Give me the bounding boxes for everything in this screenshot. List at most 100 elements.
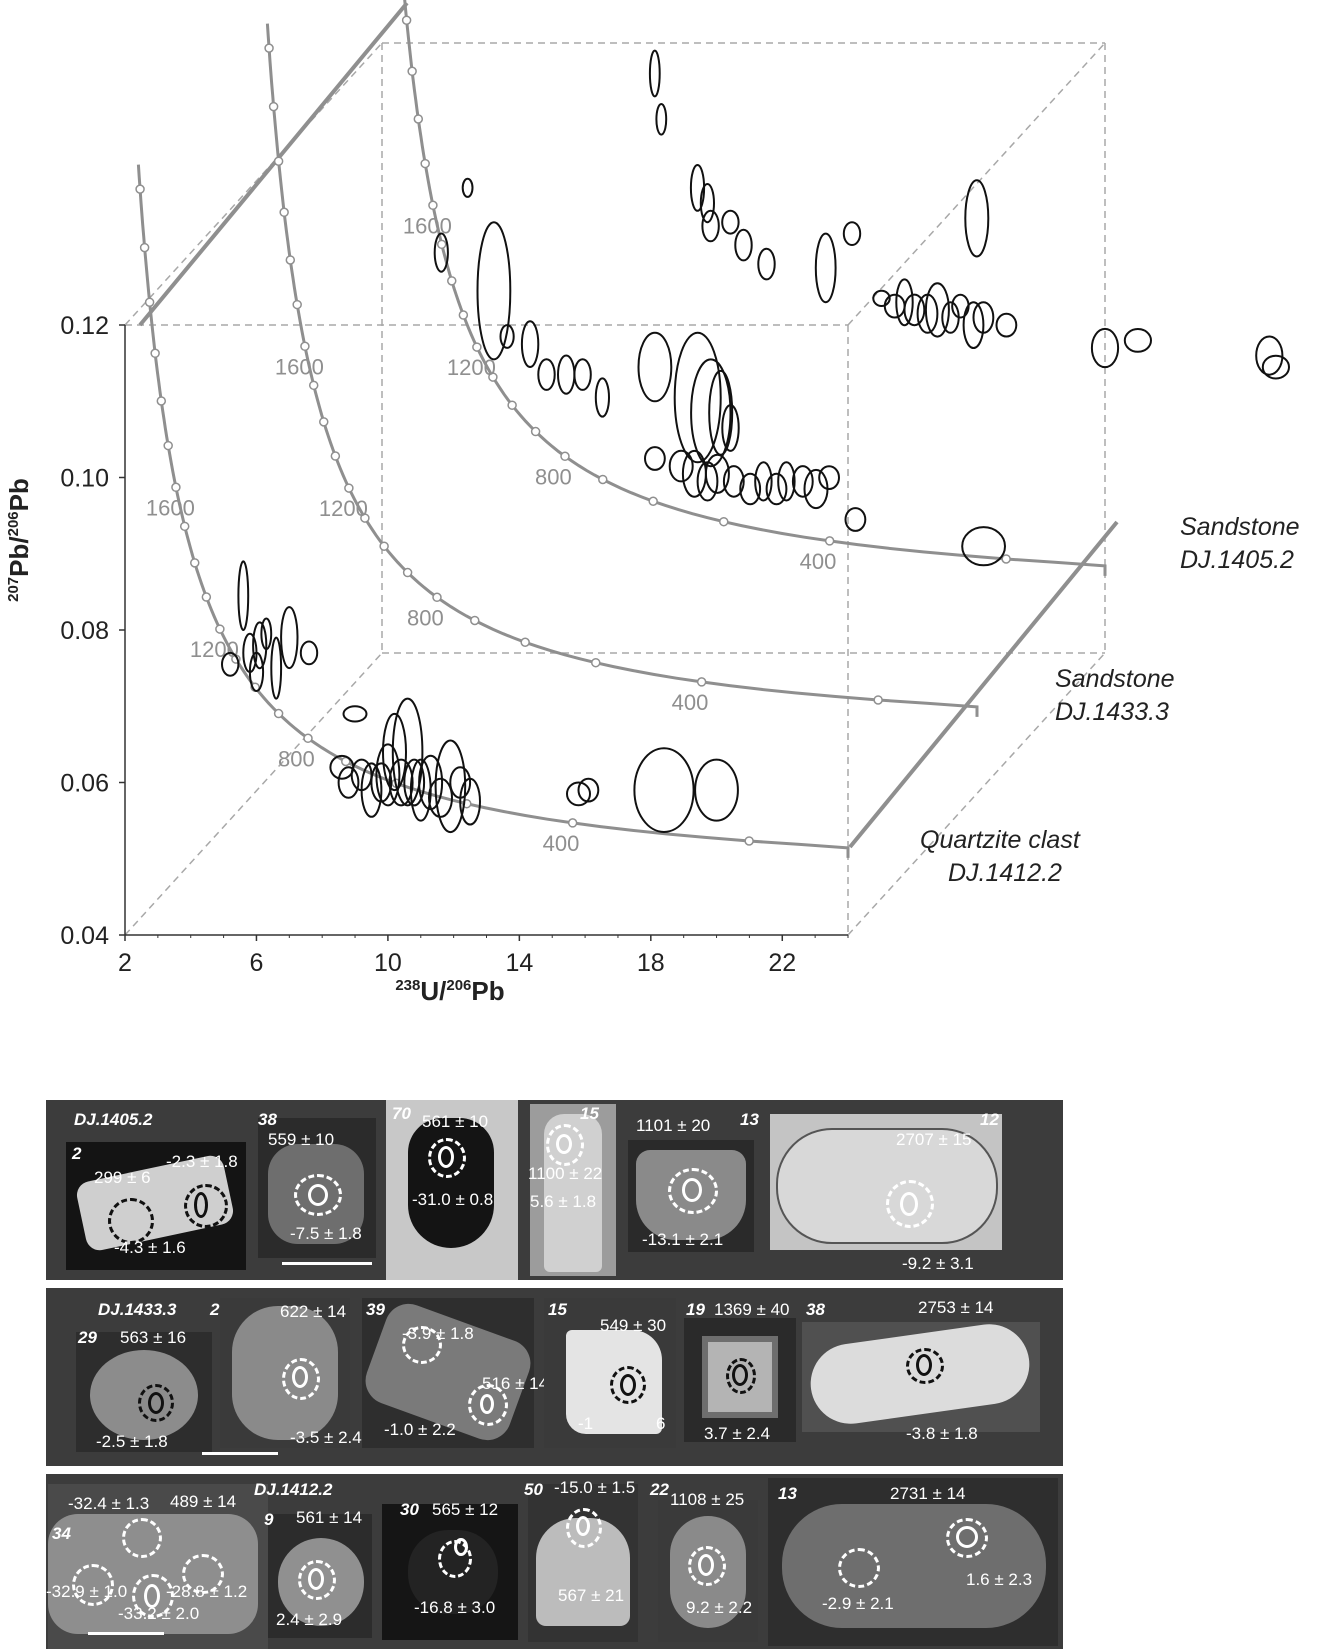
concordia-age-marker xyxy=(215,624,225,634)
grain-number: 9 xyxy=(264,1510,274,1529)
concordia-end-connector xyxy=(848,520,1119,849)
grain-age-label: 565 ± 12 xyxy=(432,1500,499,1519)
series-label-1405-line2: DJ.1405.2 xyxy=(1180,546,1294,574)
scale-bar xyxy=(202,1452,278,1455)
data-ellipse xyxy=(520,320,540,369)
grain-hf-label: -2.3 ± 1.8 xyxy=(166,1152,238,1171)
concordia-age-marker xyxy=(560,451,570,462)
data-ellipse xyxy=(557,354,576,395)
grain-number: 15 xyxy=(580,1104,599,1123)
grain-image xyxy=(628,1140,754,1252)
analysis-spot-ring xyxy=(108,1198,154,1244)
data-ellipse xyxy=(961,526,1006,567)
concordia-age-marker xyxy=(273,156,284,166)
data-ellipse xyxy=(566,781,591,807)
concordia-age-marker xyxy=(470,615,480,626)
analysis-spot-ring xyxy=(546,1124,584,1166)
data-ellipse xyxy=(668,449,694,483)
analysis-spot-ring xyxy=(138,1384,174,1422)
grain-age-label: 1108 ± 25 xyxy=(670,1490,745,1509)
concordia-age-marker xyxy=(360,513,370,523)
y-tick-label: 0.04 xyxy=(60,922,109,950)
y-axis-base2: Pb xyxy=(4,478,34,511)
depth-top-right-edge xyxy=(847,42,1106,326)
grain-hf-label: -9.2 ± 3.1 xyxy=(902,1254,974,1273)
data-ellipse xyxy=(972,301,995,334)
grain-hf-label: 3.7 ± 2.4 xyxy=(704,1424,771,1443)
data-ellipse xyxy=(721,404,740,452)
data-ellipse xyxy=(924,282,950,338)
concordia-age-marker xyxy=(719,516,729,527)
x-axis-base2: Pb xyxy=(471,976,504,1006)
grain-age-label: 489 ± 14 xyxy=(170,1492,237,1511)
analysis-spot xyxy=(454,1538,468,1556)
analysis-spot-ring xyxy=(946,1518,988,1558)
grain-image xyxy=(770,1114,1002,1250)
concordia-curve xyxy=(403,0,1107,576)
analysis-spot xyxy=(556,1134,572,1154)
analysis-spot-ring xyxy=(886,1180,934,1228)
data-ellipse xyxy=(903,293,926,327)
concordia-age-marker xyxy=(530,426,541,437)
data-ellipse xyxy=(375,743,401,807)
y-axis-sup1: 207 xyxy=(5,577,22,602)
concordia-age-marker xyxy=(150,348,160,359)
data-ellipse xyxy=(765,472,788,506)
concordia-age-marker xyxy=(591,657,601,668)
data-ellipse xyxy=(573,358,592,391)
concordia-curves: 1600120080040016001200800400160012008004… xyxy=(135,0,1107,858)
data-ellipse xyxy=(704,453,730,494)
grain-hf-label: -2.9 ± 2.1 xyxy=(822,1594,894,1613)
data-ellipse xyxy=(734,228,753,262)
x-tick-label: 22 xyxy=(768,949,796,977)
analysis-spot-ring xyxy=(906,1348,944,1384)
concordia-age-marker xyxy=(303,733,313,744)
analysis-spot xyxy=(732,1364,748,1386)
concordia-age-marker xyxy=(1001,554,1011,564)
data-ellipse xyxy=(644,446,666,471)
data-ellipse xyxy=(941,301,960,334)
grain-age-label: 563 ± 16 xyxy=(120,1328,187,1347)
data-ellipse xyxy=(962,301,985,350)
concordia-age-marker xyxy=(285,255,296,265)
grain-age-label: 1101 ± 20 xyxy=(636,1116,711,1135)
y-tick-label: 0.10 xyxy=(60,465,109,493)
concordia-age-marker xyxy=(292,299,302,310)
concordia-age-label: 400 xyxy=(800,549,837,574)
data-ellipse xyxy=(342,705,368,723)
grain-hf-label: 2.4 ± 2.9 xyxy=(276,1610,343,1629)
concordia-age-marker xyxy=(520,637,530,648)
concordia-age-label: 1600 xyxy=(146,495,195,520)
grain-number: 70 xyxy=(392,1104,411,1123)
analysis-spot-ring xyxy=(610,1366,646,1404)
data-ellipse xyxy=(252,621,268,670)
concordia-age-marker xyxy=(144,297,155,307)
concordia-age-label: 1200 xyxy=(190,637,239,662)
concordia-age-label: 1600 xyxy=(275,354,324,379)
data-ellipse xyxy=(844,507,867,532)
concordia-age-label: 400 xyxy=(672,690,709,715)
concordia-age-marker xyxy=(268,101,279,112)
concordia-age-marker xyxy=(264,43,274,53)
analysis-spot xyxy=(900,1192,918,1216)
cl-image-panel-1433: DJ.1433.3 29 563 ± 16 -2.5 ± 1.8 2 622 ±… xyxy=(46,1288,1063,1466)
grain-number: 2 xyxy=(72,1144,82,1163)
grain-number: 22 xyxy=(650,1480,669,1499)
concordia-age-marker xyxy=(330,451,341,461)
data-ellipse xyxy=(391,697,424,807)
data-ellipse xyxy=(895,278,914,327)
grain-number: 13 xyxy=(778,1484,797,1503)
depth-bottom-right-edge xyxy=(847,652,1106,936)
concordia-age-label: 800 xyxy=(535,464,572,489)
data-ellipse xyxy=(633,747,695,833)
data-ellipse xyxy=(1255,335,1284,376)
data-ellipses xyxy=(221,49,1291,834)
concordia-age-marker xyxy=(472,342,482,352)
concordia-age-label: 400 xyxy=(543,831,580,856)
concordia-age-marker xyxy=(436,239,447,250)
grain-hf-label: -3.9 ± 1.8 xyxy=(402,1324,474,1343)
analysis-spot-ring xyxy=(282,1358,320,1400)
grain-hf-label: -33.2 ± 2.0 xyxy=(118,1604,200,1623)
grain-image xyxy=(684,1318,796,1442)
concordia-age-marker xyxy=(401,15,412,25)
